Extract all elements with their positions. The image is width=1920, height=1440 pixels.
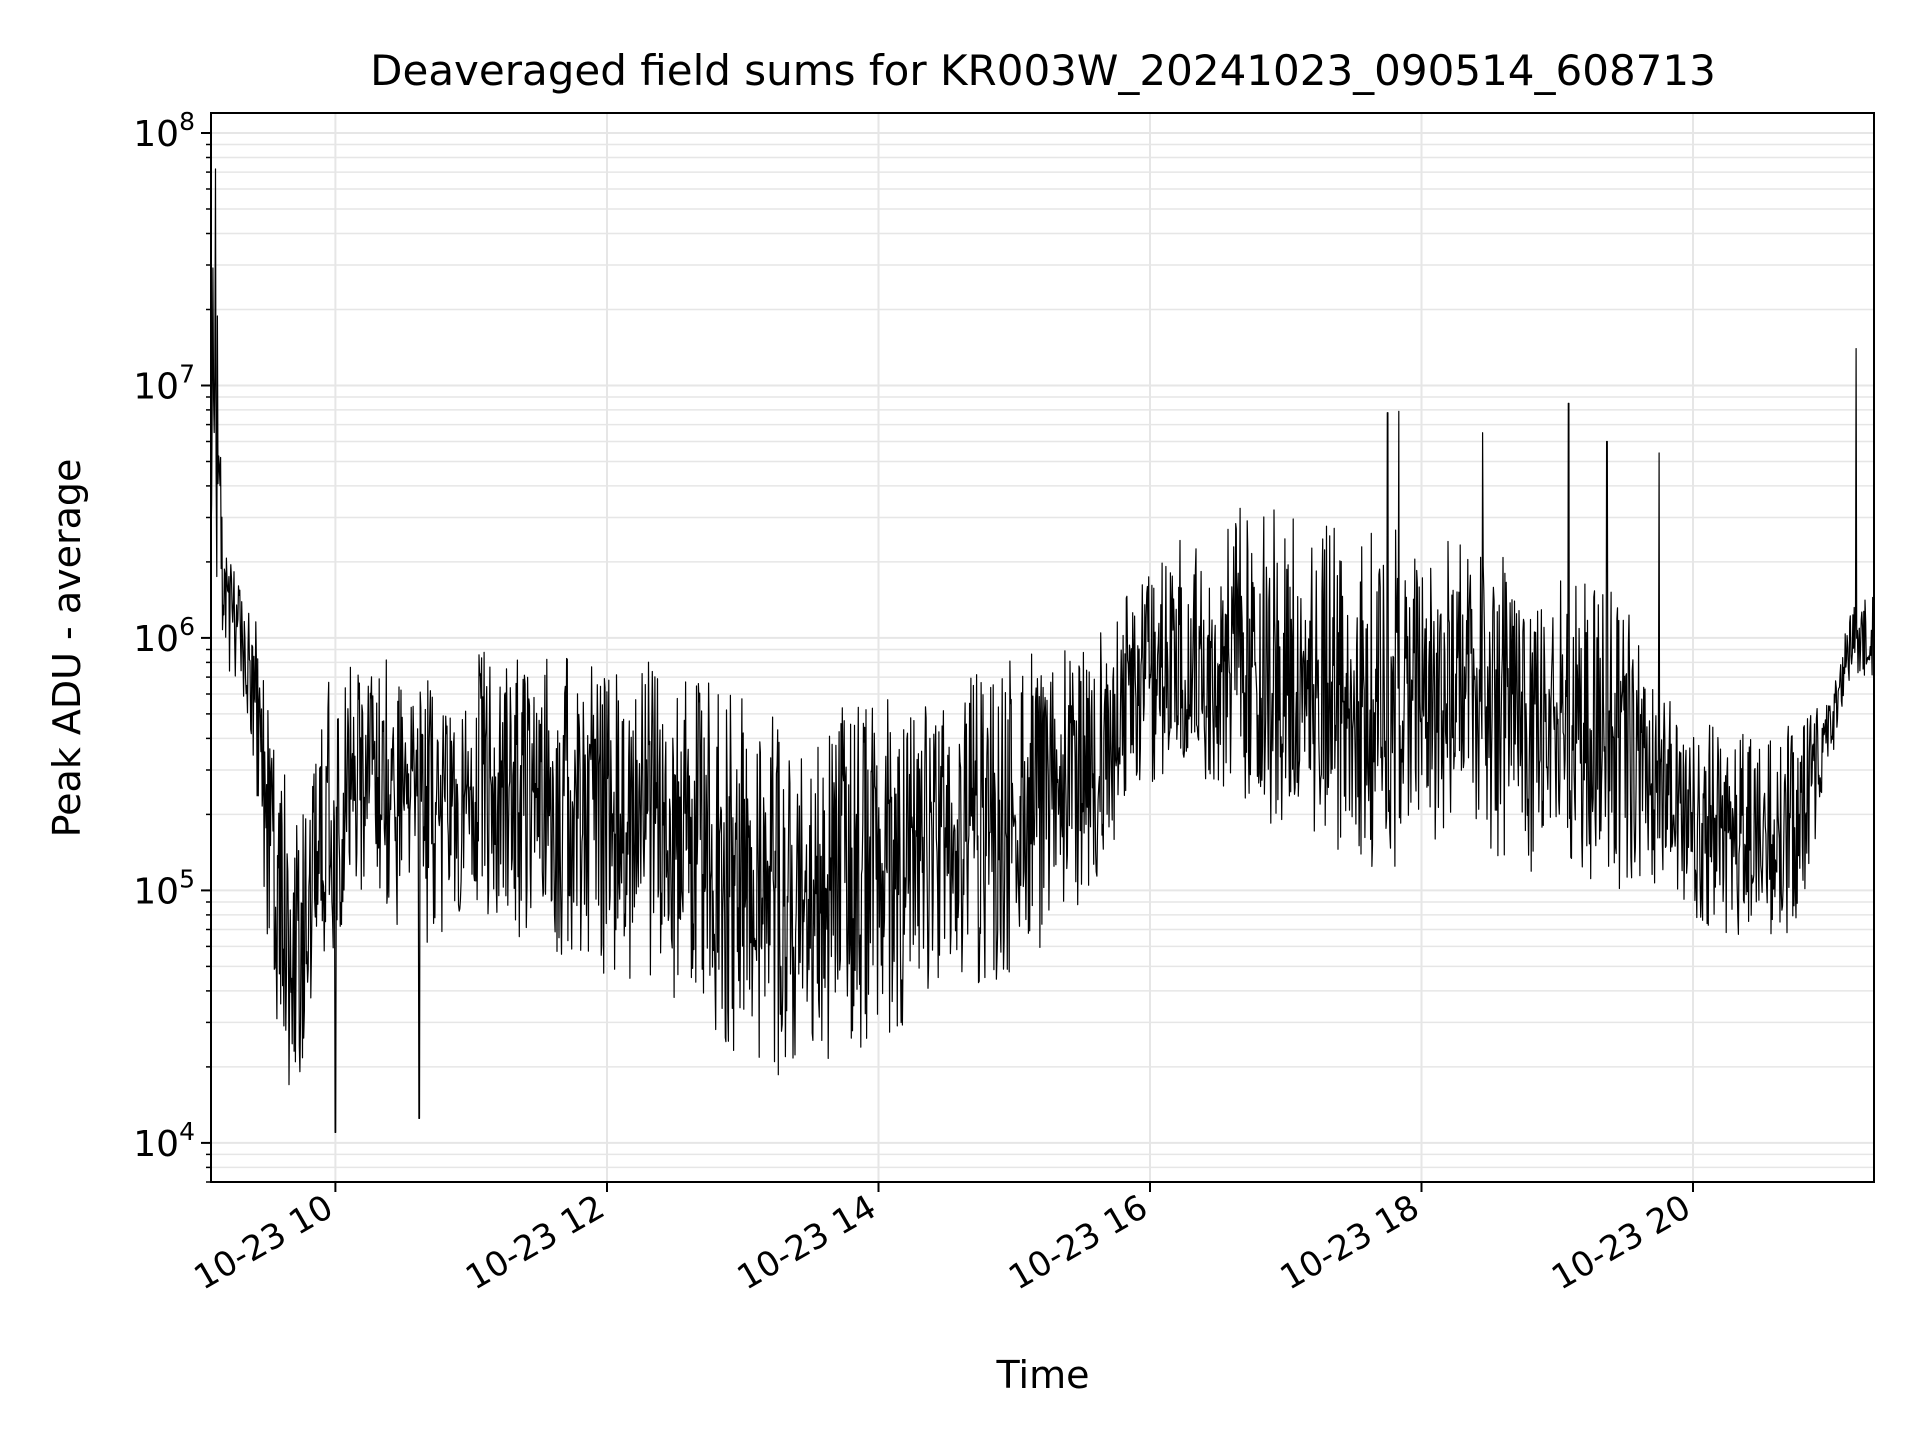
plot-area [210, 168, 1875, 1133]
y-tick-label: 106 [133, 612, 195, 660]
chart-title: Deaveraged field sums for KR003W_2024102… [370, 46, 1716, 95]
series-line [210, 168, 1875, 1133]
y-tick-label: 105 [133, 864, 195, 912]
y-axis: 104 105 106 107 108 [133, 107, 211, 1183]
plot-frame [210, 112, 1875, 1183]
x-axis-label: Time [996, 1353, 1090, 1397]
y-tick-label: 107 [133, 360, 195, 408]
y-tick-label: 108 [133, 107, 195, 155]
y-tick-label: 104 [133, 1117, 195, 1165]
y-axis-label: Peak ADU - average [45, 459, 89, 838]
